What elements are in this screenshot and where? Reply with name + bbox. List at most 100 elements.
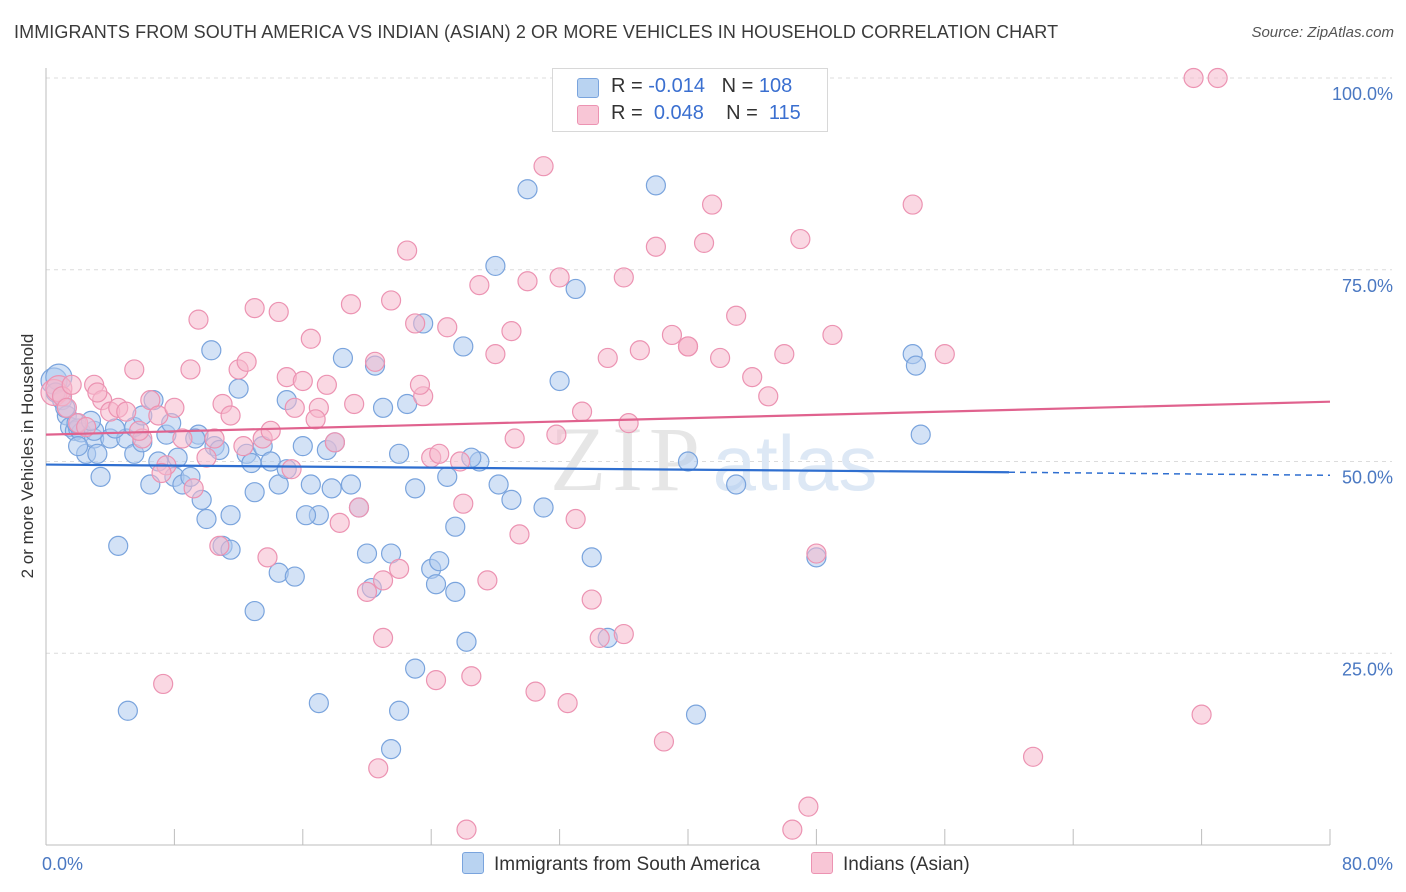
data-point-indian xyxy=(790,228,811,250)
data-point-south-america xyxy=(405,478,426,499)
bottom-legend-label: Indians (Asian) xyxy=(843,854,970,875)
legend-n-label: N = xyxy=(726,102,764,124)
data-point-south-america xyxy=(295,505,317,526)
data-point-indian xyxy=(504,428,525,449)
data-point-indian xyxy=(525,681,546,702)
bottom-legend-south-america: Immigrants from South America xyxy=(462,852,760,876)
data-point-indian xyxy=(344,393,365,415)
data-point-indian xyxy=(389,558,410,579)
data-point-indian xyxy=(509,524,530,545)
data-point-south-america xyxy=(905,355,927,376)
data-point-south-america xyxy=(380,739,402,760)
data-point-indian xyxy=(902,194,923,215)
data-point-indian xyxy=(236,351,257,372)
data-point-south-america xyxy=(300,474,321,495)
data-point-south-america xyxy=(405,658,426,679)
data-point-south-america xyxy=(429,551,450,572)
axes xyxy=(45,68,1331,846)
trend-line-indian xyxy=(45,400,1331,436)
data-point-south-america xyxy=(332,347,354,369)
data-point-indian xyxy=(822,324,843,346)
data-point-indian xyxy=(456,819,477,840)
data-point-indian xyxy=(425,669,447,691)
data-point-indian xyxy=(233,436,254,457)
data-point-indian xyxy=(188,309,209,330)
data-point-indian xyxy=(164,397,185,418)
data-point-indian xyxy=(324,432,345,453)
data-point-south-america xyxy=(485,255,506,277)
data-point-south-america xyxy=(533,497,554,518)
data-point-indian xyxy=(128,420,150,441)
data-point-indian xyxy=(348,497,370,518)
tick-labels: 25.0% 50.0% 75.0% 100.0% 0.0% 80.0% xyxy=(42,84,1393,874)
trend-line-south-america xyxy=(45,463,1010,474)
data-point-indian xyxy=(257,547,278,568)
y-tick-label: 100.0% xyxy=(1332,84,1393,104)
data-point-indian xyxy=(429,443,450,464)
data-point-south-america xyxy=(389,443,410,464)
data-point-indian xyxy=(204,428,225,449)
data-point-indian xyxy=(196,447,217,468)
data-point-indian xyxy=(153,673,174,695)
data-point-indian xyxy=(220,405,241,426)
data-point-south-america xyxy=(501,489,522,510)
data-point-south-america xyxy=(445,581,466,602)
data-point-south-america xyxy=(104,418,126,439)
data-point-indian xyxy=(397,240,418,261)
data-point-south-america xyxy=(67,436,89,457)
data-point-indian xyxy=(533,156,554,177)
data-point-south-america xyxy=(244,600,265,622)
data-point-indian xyxy=(281,459,302,480)
data-point-south-america xyxy=(488,474,509,495)
data-point-indian xyxy=(1207,67,1228,89)
data-point-south-america xyxy=(340,474,362,495)
legend-n-value: 115 xyxy=(768,102,801,124)
data-point-indian xyxy=(653,731,675,752)
watermark: ZIP atlas xyxy=(550,408,877,510)
data-point-south-america xyxy=(437,466,458,487)
data-point-indian xyxy=(87,382,108,403)
data-point-indian xyxy=(292,370,313,392)
data-point-indian xyxy=(701,194,723,215)
data-point-indian xyxy=(56,397,77,418)
data-point-indian xyxy=(380,290,402,311)
x-tick-label: 80.0% xyxy=(1342,854,1393,874)
legend-swatch-pink xyxy=(577,105,599,125)
data-point-south-america xyxy=(910,424,931,445)
data-point-south-america xyxy=(90,466,111,487)
trend-line-south-america-extension xyxy=(1008,471,1331,477)
bottom-legend-label: Immigrants from South America xyxy=(494,854,761,875)
data-point-indian xyxy=(613,623,634,645)
data-point-indian xyxy=(742,367,763,388)
data-point-south-america xyxy=(565,278,586,300)
data-point-indian xyxy=(405,313,426,334)
data-point-indian xyxy=(368,758,389,779)
data-point-indian xyxy=(461,666,482,687)
data-point-south-america xyxy=(549,370,570,392)
data-point-indian xyxy=(806,543,827,564)
data-point-indian xyxy=(180,359,201,380)
legend-stats-indian: R = 0.048 N = 115 xyxy=(611,102,801,125)
data-point-indian xyxy=(172,428,193,449)
data-point-indian xyxy=(501,321,522,342)
data-point-indian xyxy=(798,796,819,817)
data-point-indian xyxy=(645,236,667,257)
data-point-south-america xyxy=(321,478,342,499)
data-point-indian xyxy=(244,298,265,319)
data-point-indian xyxy=(629,340,650,361)
data-point-indian xyxy=(774,344,795,365)
data-point-indian xyxy=(305,409,326,430)
source-label: Source: ZipAtlas.com xyxy=(1251,24,1394,41)
data-point-indian xyxy=(183,478,204,499)
data-point-south-america xyxy=(228,378,249,399)
series-indian-points xyxy=(40,67,1228,840)
legend-r-value: 0.048 xyxy=(653,102,704,124)
bottom-legend-swatch-blue xyxy=(462,852,484,874)
data-point-indian xyxy=(124,359,145,380)
data-point-indian xyxy=(613,267,634,288)
data-point-indian xyxy=(151,462,172,484)
data-point-south-america xyxy=(456,631,477,652)
data-point-indian xyxy=(364,351,386,372)
legend-n-value: 108 xyxy=(758,75,793,97)
